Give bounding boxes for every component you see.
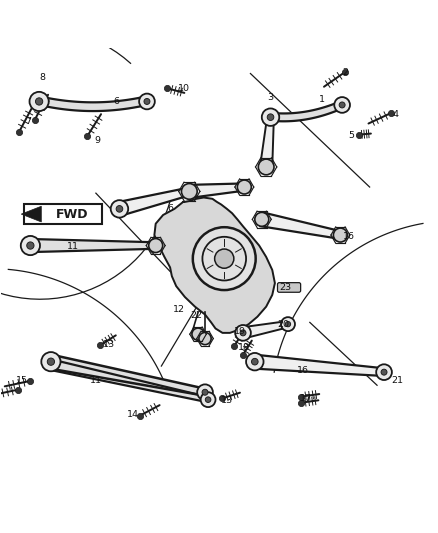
Text: 7: 7 <box>25 117 31 126</box>
Circle shape <box>139 94 155 109</box>
Text: 18: 18 <box>238 343 251 352</box>
Text: 13: 13 <box>221 397 233 406</box>
Text: FWD: FWD <box>56 208 88 221</box>
Circle shape <box>27 242 34 249</box>
Circle shape <box>116 206 123 212</box>
Circle shape <box>339 102 345 108</box>
Text: 6: 6 <box>167 204 173 213</box>
Circle shape <box>47 358 55 365</box>
Circle shape <box>333 228 347 242</box>
Text: 2: 2 <box>343 68 349 77</box>
FancyBboxPatch shape <box>24 204 102 224</box>
Circle shape <box>193 227 256 290</box>
Circle shape <box>246 353 264 370</box>
Polygon shape <box>21 206 41 222</box>
Circle shape <box>149 239 162 253</box>
Text: 1: 1 <box>318 95 325 104</box>
Polygon shape <box>49 355 206 395</box>
Text: 11: 11 <box>90 376 102 385</box>
Polygon shape <box>39 96 147 111</box>
Text: 13: 13 <box>103 340 115 349</box>
Text: 11: 11 <box>67 243 79 252</box>
Circle shape <box>240 330 246 336</box>
Circle shape <box>199 333 211 345</box>
Circle shape <box>235 325 251 341</box>
Text: 6: 6 <box>113 97 120 106</box>
Text: 21: 21 <box>391 376 403 384</box>
Circle shape <box>237 180 251 194</box>
Circle shape <box>215 249 234 268</box>
Circle shape <box>35 98 43 105</box>
Polygon shape <box>242 321 289 338</box>
Text: 22: 22 <box>190 311 202 320</box>
Text: 16: 16 <box>297 366 309 375</box>
Circle shape <box>281 317 295 331</box>
Polygon shape <box>271 101 342 122</box>
Text: 16: 16 <box>343 232 355 241</box>
Polygon shape <box>52 360 208 402</box>
Circle shape <box>262 108 279 126</box>
Text: 17: 17 <box>300 394 311 403</box>
Text: 19: 19 <box>234 327 246 336</box>
Circle shape <box>334 97 350 113</box>
Circle shape <box>181 183 197 199</box>
Circle shape <box>205 397 211 402</box>
Circle shape <box>41 352 60 372</box>
Text: 9: 9 <box>95 136 101 146</box>
Circle shape <box>29 92 49 111</box>
Text: 20: 20 <box>278 320 290 329</box>
FancyBboxPatch shape <box>278 282 300 292</box>
Circle shape <box>285 321 291 327</box>
Circle shape <box>381 369 387 375</box>
Text: 15: 15 <box>16 376 28 385</box>
Text: 14: 14 <box>127 409 138 418</box>
Text: 4: 4 <box>393 110 399 119</box>
Circle shape <box>251 358 258 365</box>
Polygon shape <box>118 188 190 216</box>
Circle shape <box>376 364 392 380</box>
Text: 5: 5 <box>348 131 354 140</box>
Circle shape <box>267 114 274 120</box>
Text: 23: 23 <box>279 283 291 292</box>
Polygon shape <box>154 198 275 333</box>
Circle shape <box>202 389 208 395</box>
Text: 8: 8 <box>39 74 45 83</box>
Circle shape <box>192 328 204 340</box>
Polygon shape <box>30 239 155 252</box>
Polygon shape <box>189 183 244 198</box>
Circle shape <box>21 236 40 255</box>
Polygon shape <box>260 117 274 167</box>
Text: 10: 10 <box>178 84 190 93</box>
Circle shape <box>201 392 215 407</box>
Circle shape <box>144 99 150 104</box>
Polygon shape <box>261 213 341 239</box>
Circle shape <box>197 384 213 400</box>
Circle shape <box>258 159 274 175</box>
Circle shape <box>111 200 128 217</box>
Polygon shape <box>254 355 385 376</box>
Text: 12: 12 <box>173 305 185 314</box>
Text: 3: 3 <box>268 93 274 102</box>
Circle shape <box>255 212 269 227</box>
